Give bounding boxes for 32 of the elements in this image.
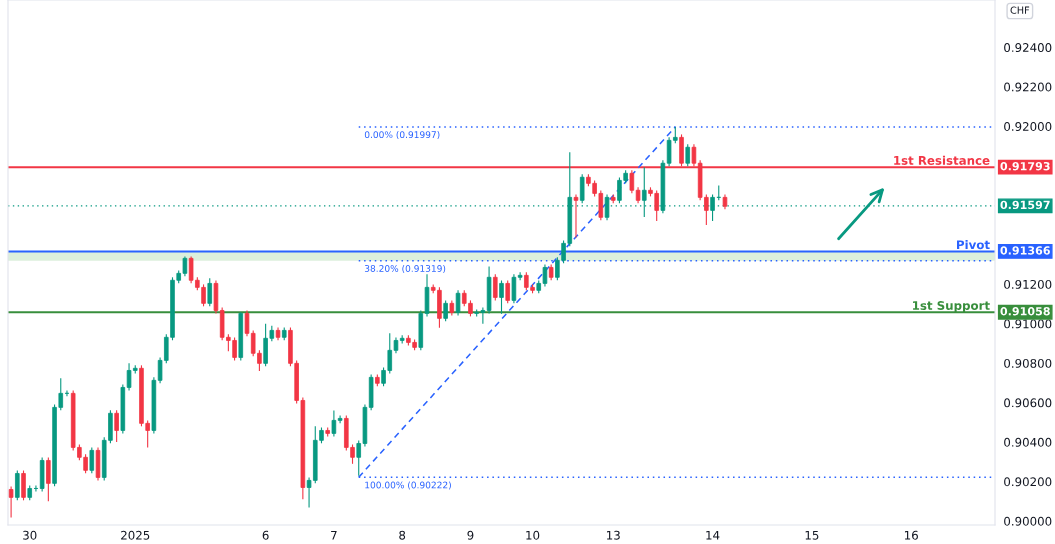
text: 0.91793 xyxy=(1000,161,1050,171)
y-tick-label: 0.90000 xyxy=(1004,516,1052,526)
annotation: 38.20% (0.91319) xyxy=(364,264,446,273)
y-tick-label: 0.90800 xyxy=(1004,358,1052,368)
y-tick-label: 0.92000 xyxy=(1004,122,1052,131)
x-tick-label: 2025 xyxy=(121,530,150,540)
y-tick-label: 0.91000 xyxy=(1004,319,1052,329)
text: 0.91597 xyxy=(1000,200,1050,210)
annotation: 0.00% (0.91997) xyxy=(364,131,440,140)
ref-line-label: 1st Resistance xyxy=(894,155,990,165)
ref-line-label: 1st Support xyxy=(913,301,990,313)
y-tick-label: 0.92400 xyxy=(1004,43,1052,53)
y-tick-label: 0.91200 xyxy=(1004,279,1052,289)
y-tick-label: 0.90600 xyxy=(1004,398,1052,408)
x-tick-label: 14 xyxy=(706,530,720,540)
y-tick-label: 0.90200 xyxy=(1004,477,1052,487)
x-tick-label: 6 xyxy=(262,530,269,540)
x-tick-label: 10 xyxy=(526,530,540,540)
text: 0.91366 xyxy=(1000,246,1050,255)
x-tick-label: 15 xyxy=(805,530,819,540)
x-tick-label: 9 xyxy=(467,530,474,540)
x-tick-label: 7 xyxy=(331,530,337,540)
x-tick-label: 30 xyxy=(23,530,37,540)
y-tick-label: 0.92200 xyxy=(1004,82,1052,92)
y-tick-label: 0.90400 xyxy=(1004,437,1052,447)
text: 0.91058 xyxy=(1000,307,1050,316)
annotation: 100.00% (0.90222) xyxy=(365,481,451,490)
x-tick-label: 16 xyxy=(904,530,918,540)
ref-line-label: Pivot xyxy=(957,240,990,250)
text: CHF xyxy=(1010,6,1030,14)
x-tick-label: 8 xyxy=(399,530,406,540)
x-tick-label: 13 xyxy=(607,530,620,540)
